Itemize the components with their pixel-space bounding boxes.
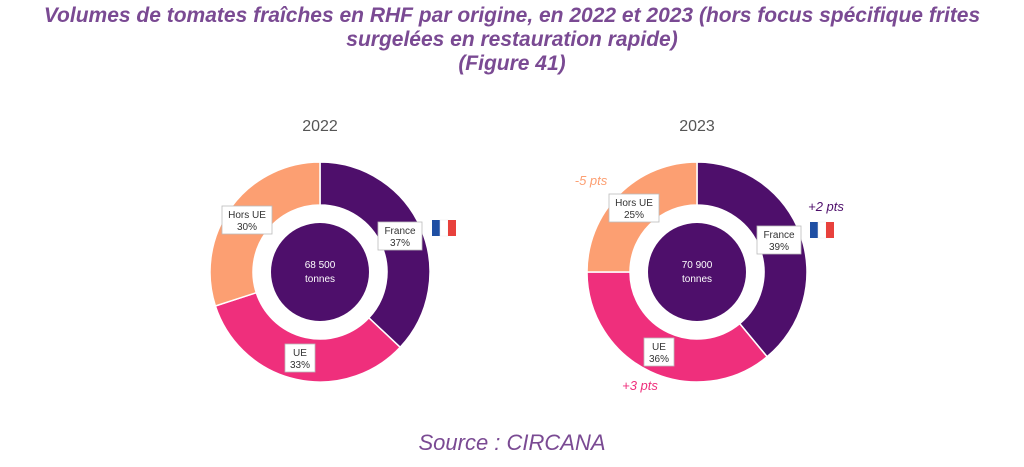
slice-france-2023 [696, 161, 808, 358]
slice-name-hors-ue-2022: Hors UE [228, 210, 266, 221]
center-disc-2023 [648, 223, 746, 321]
slice-name-ue-2022: UE [293, 348, 307, 359]
france-flag-icon [817, 221, 827, 239]
slice-name-ue-2023: UE [652, 342, 666, 353]
france-flag-icon [439, 219, 449, 237]
slice-value-label-hors-ue-2022: 30% [237, 222, 257, 233]
chart-2023-year-title: 2023 [679, 118, 715, 135]
slice-name-france-2022: France [384, 226, 416, 237]
slice-label-box-france-2023 [756, 225, 802, 255]
slice-value-label-ue-2022: 33% [290, 360, 310, 371]
center-unit-2023: tonnes [682, 274, 712, 285]
slice-label-box-hors-ue-2022 [221, 205, 273, 235]
france-flag-icon [432, 220, 440, 236]
change-hors-ue-2023: -5 pts [575, 173, 608, 188]
source-note: Source : CIRCANA [418, 430, 606, 455]
slice-hors-ue-2022 [209, 161, 321, 307]
title-line-2: surgelées en restauration rapide) [346, 28, 678, 51]
slice-france-2022 [319, 161, 431, 349]
slice-name-france-2023: France [763, 230, 795, 241]
slice-name-hors-ue-2023: Hors UE [615, 198, 653, 209]
chart-2022-year-title: 2022 [302, 118, 338, 135]
slice-label-box-france-2022 [377, 221, 423, 251]
title-line-3: (Figure 41) [458, 52, 566, 75]
change-ue-2023: +3 pts [622, 378, 658, 393]
slice-label-box-hors-ue-2023 [608, 193, 660, 223]
change-france-2023: +2 pts [808, 199, 844, 214]
slice-ue-2022 [214, 291, 402, 383]
slice-label-box-ue-2022 [284, 343, 316, 373]
slice-value-label-hors-ue-2023: 25% [624, 210, 644, 221]
slice-value-label-france-2023: 39% [769, 242, 789, 253]
chart-title: Volumes de tomates fraîches en RHF par o… [0, 4, 1024, 76]
slice-ue-2023 [586, 271, 769, 383]
center-value-2023: 70 900 [682, 260, 713, 271]
slice-value-label-ue-2023: 36% [649, 354, 669, 365]
slice-label-box-ue-2023 [643, 337, 675, 367]
france-flag-icon [810, 222, 818, 238]
center-unit-2022: tonnes [305, 274, 335, 285]
title-line-1: Volumes de tomates fraîches en RHF par o… [43, 4, 981, 27]
france-flag-icon [448, 220, 456, 236]
slice-value-label-france-2022: 37% [390, 238, 410, 249]
center-value-2022: 68 500 [305, 260, 336, 271]
france-flag-icon [826, 222, 834, 238]
center-disc-2022 [271, 223, 369, 321]
